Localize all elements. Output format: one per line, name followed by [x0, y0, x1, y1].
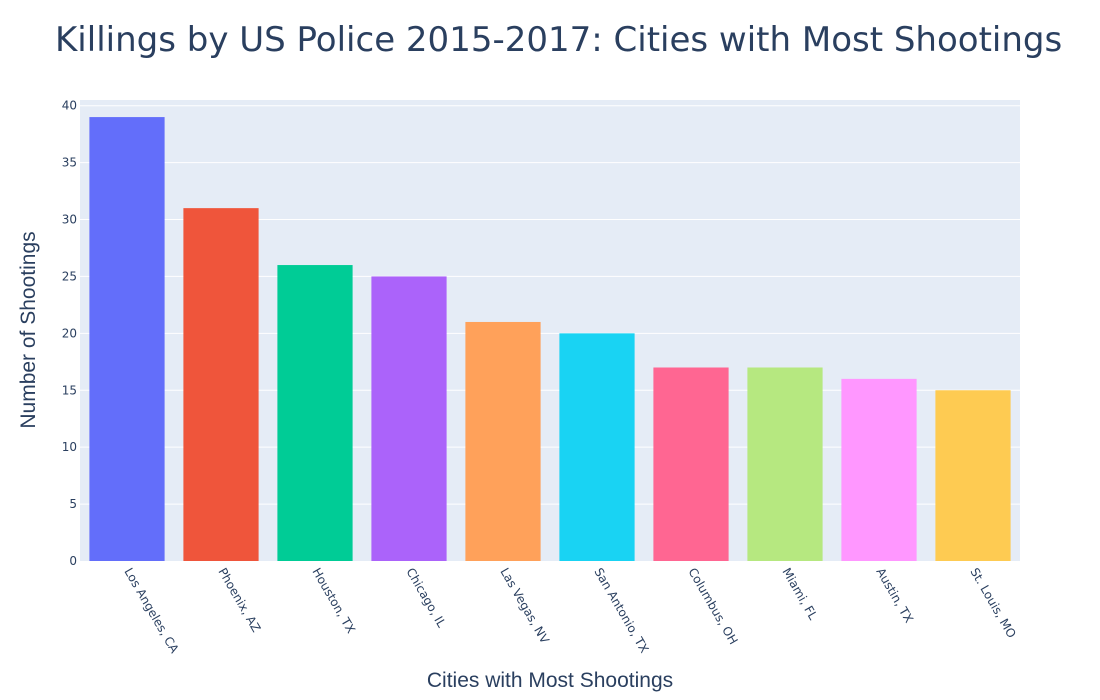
y-tick-label: 20	[62, 326, 77, 340]
bar[interactable]	[183, 208, 259, 561]
y-tick-label: 0	[69, 554, 77, 568]
x-tick-label: Houston, TX	[309, 566, 358, 636]
bar[interactable]	[653, 367, 729, 561]
x-tick-label: St. Louis, MO	[967, 566, 1018, 641]
bar[interactable]	[559, 333, 635, 561]
y-axis-ticks: 0 5 10 15 20 25 30 35 40	[62, 99, 77, 568]
x-tick-label: Columbus, OH	[685, 566, 740, 647]
x-tick-label: San Antonio, TX	[591, 566, 651, 656]
bar[interactable]	[371, 276, 447, 561]
y-tick-label: 25	[62, 269, 77, 283]
x-tick-label: Los Angeles, CA	[121, 566, 181, 657]
x-tick-label: Chicago, IL	[403, 566, 448, 631]
chart-title: Killings by US Police 2015-2017: Cities …	[55, 20, 1062, 60]
bar[interactable]	[277, 265, 353, 561]
x-tick-label: Las Vegas, NV	[497, 566, 552, 647]
y-tick-label: 40	[62, 99, 77, 113]
x-tick-label: Phoenix, AZ	[215, 566, 263, 635]
x-axis-title: Cities with Most Shootings	[427, 669, 673, 692]
x-tick-label: Austin, TX	[873, 566, 916, 626]
bar[interactable]	[841, 378, 917, 561]
y-tick-label: 15	[62, 383, 77, 397]
y-tick-label: 35	[62, 156, 77, 170]
bar[interactable]	[935, 390, 1011, 561]
x-tick-label: Miami, FL	[779, 566, 820, 623]
y-tick-label: 30	[62, 213, 77, 227]
bars	[89, 117, 1011, 562]
y-axis-title: Number of Shootings	[17, 231, 40, 428]
y-tick-label: 10	[62, 440, 77, 454]
bar[interactable]	[89, 117, 165, 562]
bar[interactable]	[465, 321, 541, 561]
x-axis-ticks: Los Angeles, CA Phoenix, AZ Houston, TX Chi…	[121, 566, 1018, 657]
bar[interactable]	[747, 367, 823, 561]
y-tick-label: 5	[69, 497, 77, 511]
